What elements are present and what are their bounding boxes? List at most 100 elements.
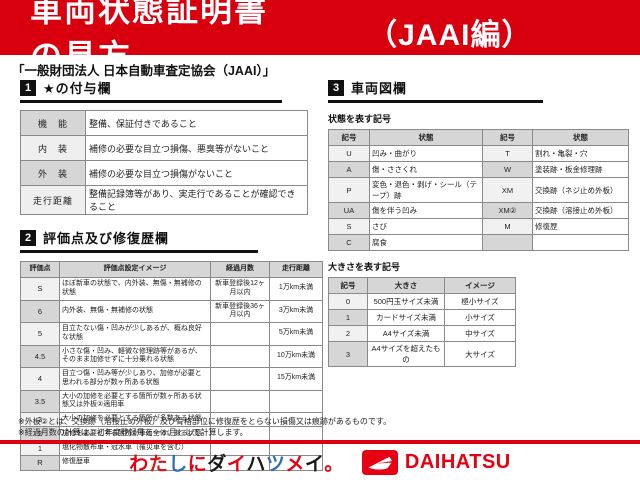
table-cell: 5万km未満 [269,322,323,346]
slogan-char: ダ [207,453,227,475]
table-row: 5 目立たない傷・凹みが少しあるが、概ね良好な状態 5万km未満 [20,322,323,346]
table-cell: T [482,145,533,162]
slogan-char: し [168,453,188,475]
slogan-char: イ [226,453,247,475]
size-symbols-table: 記号 大きさ イメージ 0 500円玉サイズ未満 極小サイズ 1 カードサイズ未満 小サイズ 2… [328,277,516,367]
table-row: 1 カードサイズ未満 小サイズ [328,309,516,326]
daihatsu-slogan: わたしにダイハツメイ。 [129,449,344,476]
table-cell: W [482,161,533,178]
table-cell: 評価点 [20,261,60,278]
table-cell: 修復歴 [532,218,629,235]
table-cell: 内 装 [20,135,86,161]
slogan-char: 。 [324,453,344,475]
table-cell: P [328,177,370,203]
section3-number-badge: 3 [328,79,344,96]
table-row: 評価点 評価点設定イメージ 経過月数 走行距離 [20,261,323,278]
left-column: 1 ★の付与欄 機 能整備、保証付きであること内 装補修の必要な目立つ損傷、悪臭… [20,78,323,471]
table-cell: A4サイズを超えたもの [367,341,445,367]
table-cell: 変色・退色・剥げ・シール（テープ）跡 [369,177,483,203]
section3-header: 3 車両図欄 [328,78,543,103]
section2-title: 評価点及び修復歴欄 [43,231,170,246]
table-cell: 大きさ [367,277,445,294]
table-cell: 3万km未満 [269,299,323,323]
table-cell: 凹み・曲がり [369,145,483,162]
table-cell: ほぼ新車の状態で、内外装、無傷・無補修の状態 [59,277,211,301]
table-cell: 評価点設定イメージ [59,261,211,278]
table-cell: 状態 [369,129,483,146]
table-cell: S [20,277,60,301]
table-row: 1 塩化物散布車・冠水車（罹災車を含む） [20,440,323,457]
table-row: C 腐食 [328,234,629,251]
table-row: 4 目立つ傷・凹み等が少しあり、加修が必要と思われる部分が数ヶ所ある状態 15万km… [20,367,323,391]
table-cell: 交換跡（ネジ止め外板） [532,177,629,203]
table-cell: 修復歴車 [59,455,211,471]
table-row: P 変色・退色・剥げ・シール（テープ）跡 XM 交換跡（ネジ止め外板） [328,177,629,203]
table-cell: 交換跡（溶接止め外板） [532,202,629,219]
table-cell: イメージ [444,277,516,294]
table-cell: U [328,145,370,162]
table-cell: 大小の加修を必要とする箇所が数ヶ所ある状態又は外板②適用車 [59,389,211,413]
table-row: 記号 大きさ イメージ [328,277,516,294]
table-cell: 極小サイズ [444,293,516,310]
slogan-char: ツ [265,453,286,475]
table-cell: 4.5 [20,344,60,368]
size-symbols-label: 大きさを表す記号 [328,262,401,272]
title-banner: 車両状態証明書の見方 （JAAI編） [0,0,640,74]
table-cell: 記号 [328,277,368,294]
slogan-char: た [148,453,169,475]
table-cell: 2 [328,325,368,342]
table-cell: 整備記録簿等があり、実走行であることが確認できること [85,185,308,215]
table-cell: 目立たない傷・凹みが少しあるが、概ね良好な状態 [59,322,211,346]
table-cell: 補修の必要な目立つ損傷、悪臭等がないこと [85,135,308,161]
slogan-char: ハ [246,453,266,475]
table-cell: C [328,234,370,251]
table-row: 機 能整備、保証付きであること [20,110,308,136]
table-row: 3.5 大小の加修を必要とする箇所が数ヶ所ある状態又は外板②適用車 [20,389,323,413]
table-cell [210,322,270,346]
daihatsu-logo: DAIHATSU [361,449,511,475]
section1-title: ★の付与欄 [43,81,112,96]
table-row: UA 傷を伴う凹み XM② 交換跡（溶接止め外板） [328,202,629,219]
table-cell: 状態 [532,129,629,146]
table-row: 走行距離 整備記録簿等があり、実走行であることが確認できること [20,185,308,215]
table-cell: 走行距離 [20,185,86,215]
organization-subtitle: 「一般財団法人 日本自動車査定協会（JAAI）」 [12,64,276,78]
table-cell: XM② [482,202,533,219]
table-row: S さび M 修復歴 [328,218,629,235]
table-cell: 10万km未満 [269,344,323,368]
footnote-2: ※経過月数の計算は、初年度登録月を一ヶ月として計算します。 [18,428,248,438]
table-cell: 中サイズ [444,325,516,342]
table-cell: 小サイズ [444,309,516,326]
table-cell: 大サイズ [444,341,516,367]
table-cell: 3.5 [20,389,60,413]
page-title-edition: （JAAI編） [367,18,533,52]
table-cell: 走行距離 [269,261,323,278]
table-cell: M [482,218,533,235]
table-cell: 整備、保証付きであること [85,110,308,136]
table-cell: XM [482,177,533,203]
table-cell: UA [328,202,370,219]
table-cell: 小さな傷・凹み、軽微な修理跡等があるが、そのまま加修せずに十分乗れる状態 [59,344,211,368]
daihatsu-wordmark: DAIHATSU [404,450,511,473]
table-cell [269,389,323,413]
table-cell: S [328,218,370,235]
table-row: U 凹み・曲がり T 割れ・亀裂・穴 [328,145,629,162]
section2-number-badge: 2 [20,229,36,246]
table-cell: 記号 [482,129,533,146]
table-cell: 3 [328,341,368,367]
slogan-char: わ [129,453,149,475]
table-cell: 目立つ傷・凹み等が少しあり、加修が必要と思われる部分が数ヶ所ある状態 [59,367,211,391]
table-cell: 4 [20,367,60,391]
footnote-1: ※外板②とは、交換跡（溶接止め外板）及び骨格部位に修復歴をとらない損傷又は痕跡が… [18,417,392,426]
table-cell: 0 [328,293,368,310]
table-cell: 傷・ささくれ [369,161,483,178]
slogan-char: に [187,453,208,475]
table-cell: 補修の必要な目立つ損傷がないこと [85,160,308,186]
table-cell [269,455,323,471]
table-row: R 修復歴車 [20,455,323,471]
table-cell: 外 装 [20,160,86,186]
table-row: 2 A4サイズ未満 中サイズ [328,325,516,342]
section2-header: 2 評価点及び修復歴欄 [20,228,258,253]
daihatsu-emblem-icon [361,449,398,475]
table-cell: 新車登録後36ヶ月以内 [210,299,270,323]
